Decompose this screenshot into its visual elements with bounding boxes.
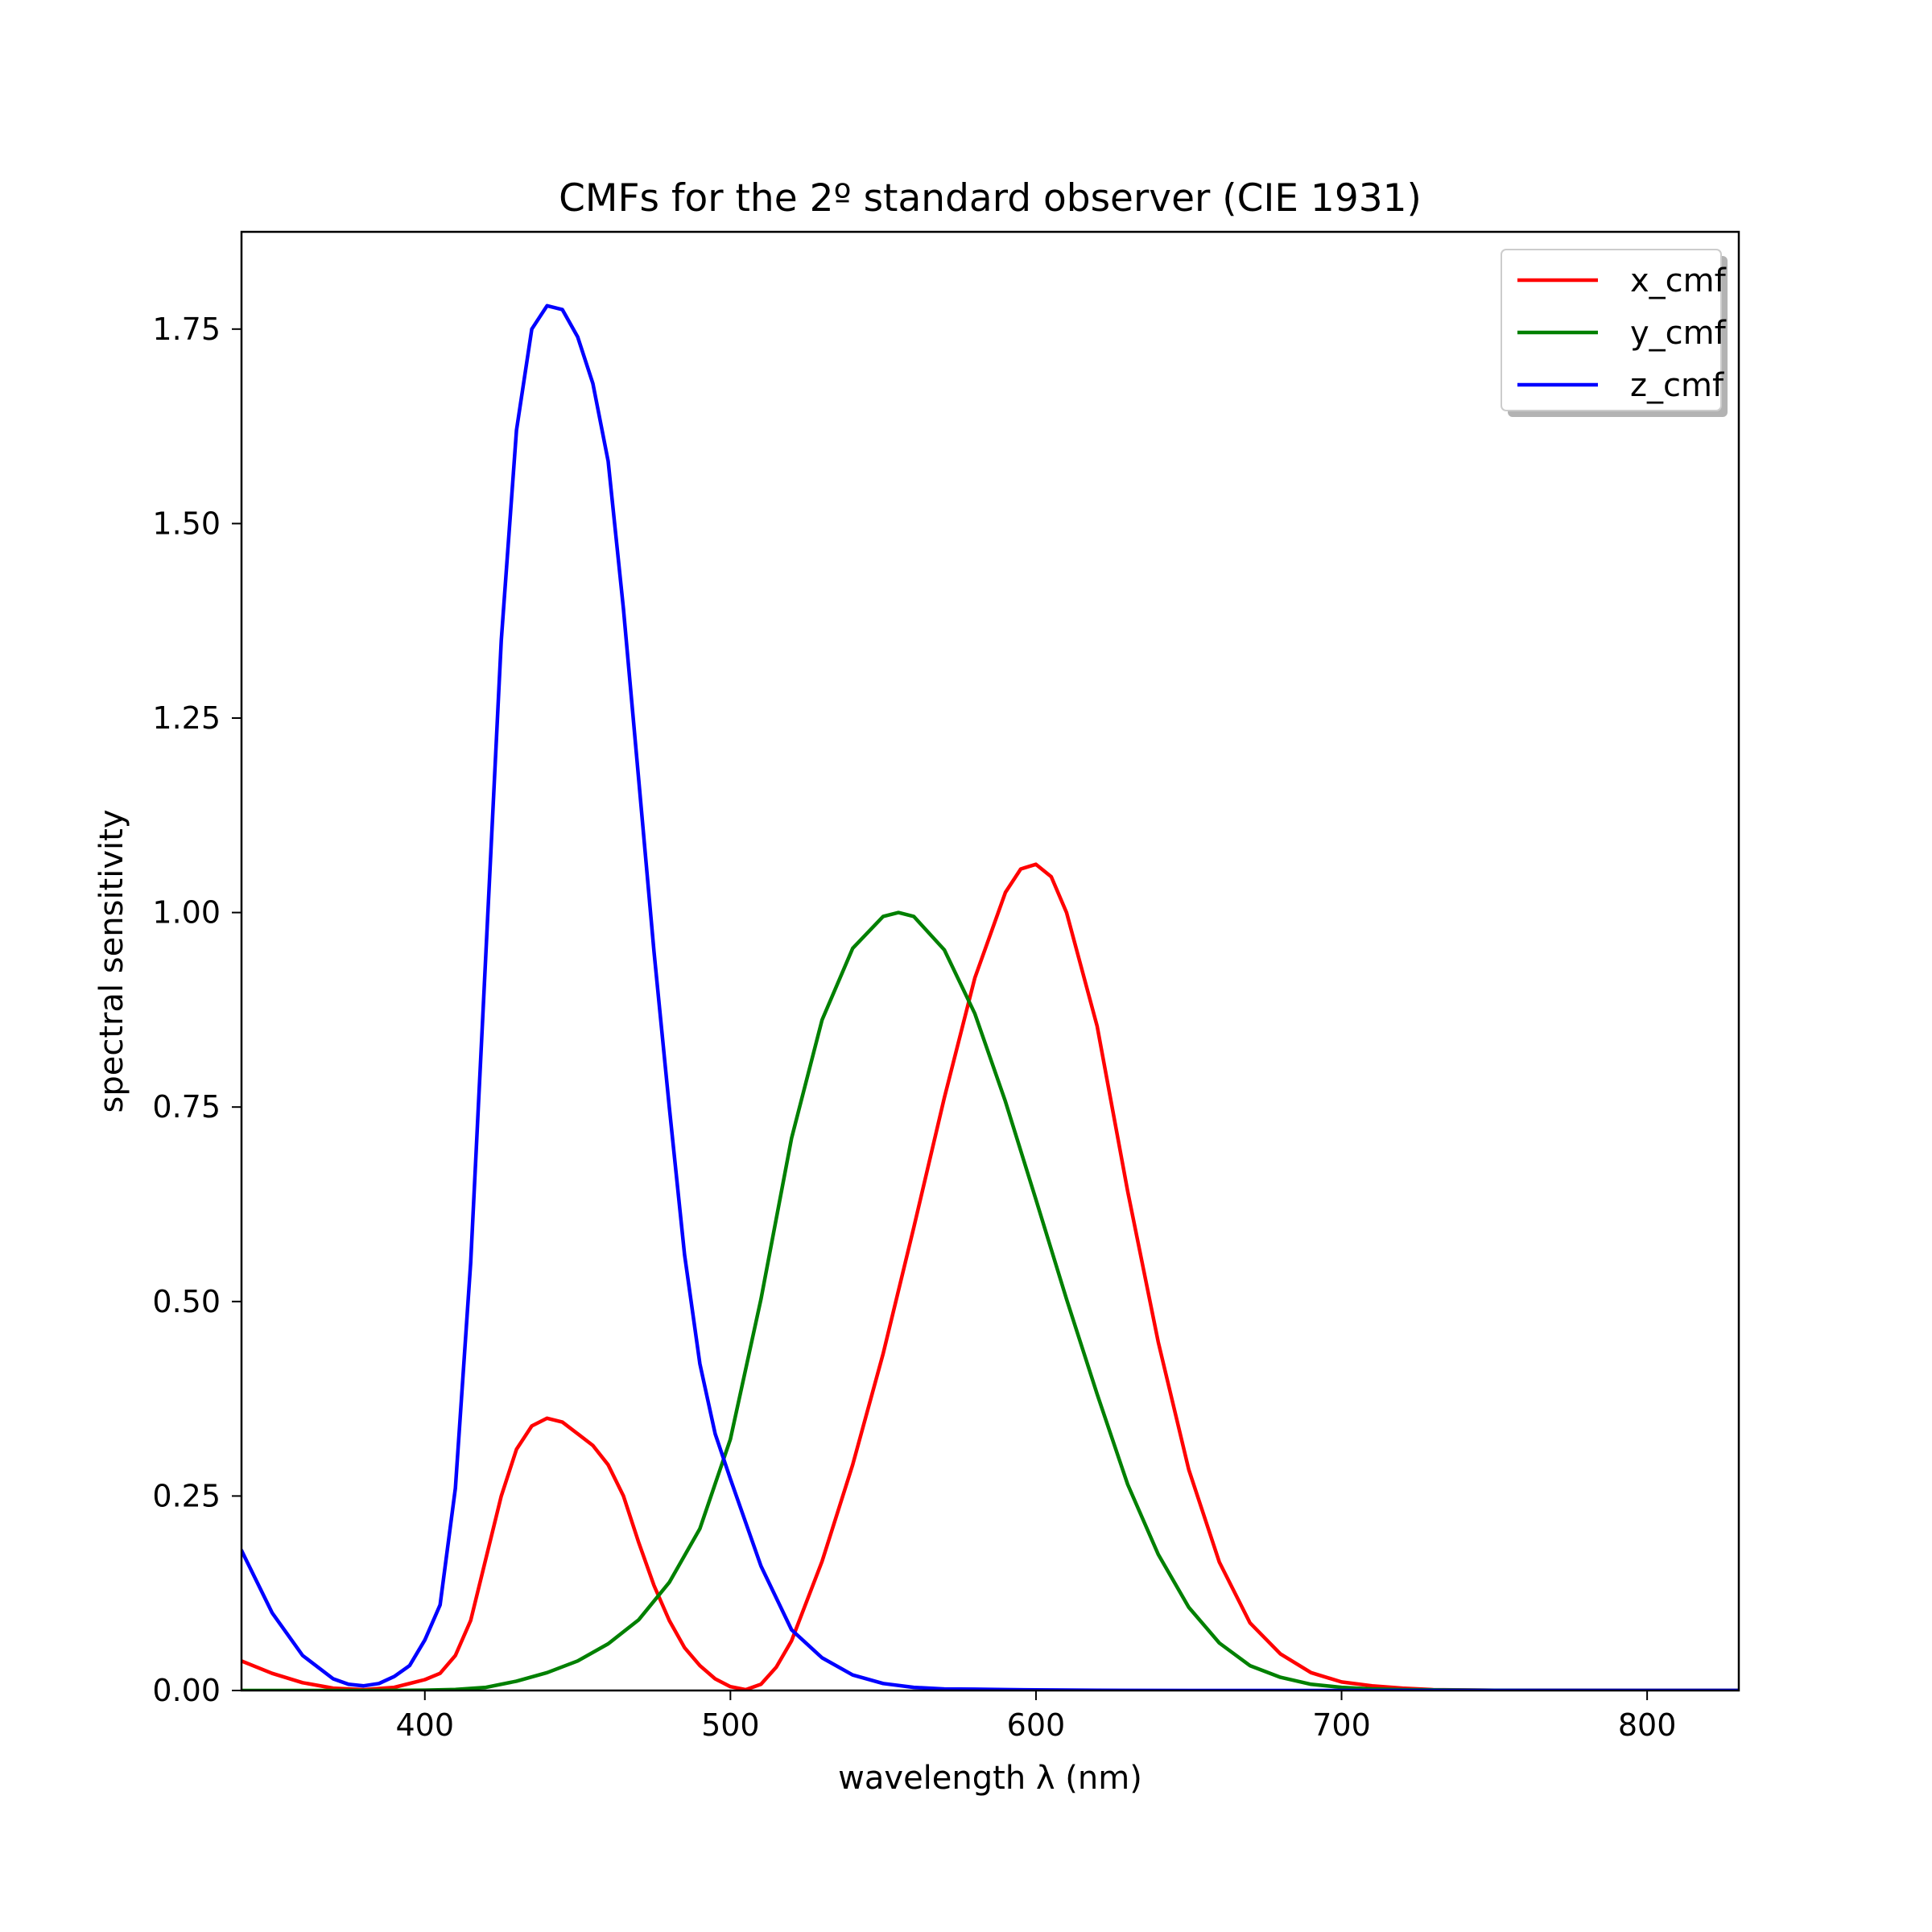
- legend: x_cmf y_cmf z_cmf: [1501, 249, 1728, 417]
- x-tick-label: 600: [1007, 1707, 1066, 1743]
- legend-label-z-cmf: z_cmf: [1630, 367, 1724, 404]
- y-tick-label: 0.50: [152, 1284, 221, 1319]
- ticks-layer: 400 500 600 700 800 0.00 0.25 0.50 0.75 1.00 1.25 1…: [152, 312, 1676, 1743]
- x-tick-label: 500: [701, 1707, 760, 1743]
- y-tick-label: 0.25: [152, 1478, 221, 1513]
- series-line-x-cmf: [242, 862, 1739, 1690]
- legend-label-x-cmf: x_cmf: [1630, 262, 1727, 299]
- y-tick-label: 1.50: [152, 506, 221, 541]
- y-axis-label: spectral sensitivity: [93, 810, 130, 1113]
- series-layer: [242, 303, 1739, 1690]
- y-tick-label: 0.75: [152, 1089, 221, 1125]
- x-axis-label: wavelength λ (nm): [838, 1760, 1142, 1797]
- chart-title: CMFs for the 2º standard observer (CIE 1…: [559, 176, 1422, 221]
- y-tick-label: 1.25: [152, 700, 221, 736]
- plot-frame: [240, 230, 1740, 1692]
- series-line-z-cmf: [242, 303, 1739, 1690]
- legend-label-y-cmf: y_cmf: [1630, 315, 1727, 352]
- y-tick-label: 1.00: [152, 895, 221, 931]
- y-tick-label: 0.00: [152, 1673, 221, 1708]
- x-tick-label: 400: [395, 1707, 454, 1743]
- x-tick-label: 700: [1312, 1707, 1371, 1743]
- series-line-y-cmf: [242, 910, 1739, 1690]
- x-tick-label: 800: [1618, 1707, 1677, 1743]
- legend-box: [1501, 249, 1722, 411]
- y-tick-label: 1.75: [152, 312, 221, 347]
